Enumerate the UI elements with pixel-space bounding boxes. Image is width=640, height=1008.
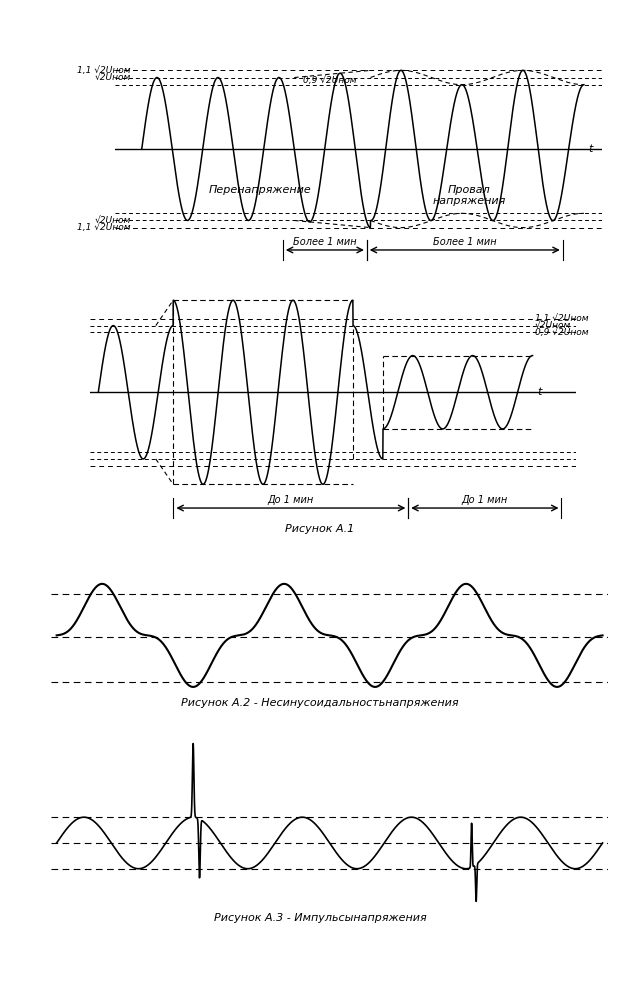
Text: Рисунок А.3 - Импульсынапряжения: Рисунок А.3 - Импульсынапряжения bbox=[214, 913, 426, 923]
Text: √2Uном: √2Uном bbox=[95, 216, 131, 225]
Text: 1,1 √2Uном: 1,1 √2Uном bbox=[77, 66, 131, 75]
Text: Рисунок А.2 - Несинусоидальностьнапряжения: Рисунок А.2 - Несинусоидальностьнапряжен… bbox=[181, 698, 459, 708]
Text: t: t bbox=[588, 144, 593, 154]
Text: √2Uном: √2Uном bbox=[535, 322, 571, 330]
Text: 0,9 √2Uном: 0,9 √2Uном bbox=[303, 76, 356, 85]
Text: Провал
напряжения: Провал напряжения bbox=[432, 184, 506, 207]
Text: √2Uном: √2Uном bbox=[95, 73, 131, 82]
Text: 1,1 √2Uном: 1,1 √2Uном bbox=[535, 314, 588, 324]
Text: 0,9 √2Uном: 0,9 √2Uном bbox=[535, 328, 588, 337]
Text: Более 1 мин: Более 1 мин bbox=[293, 237, 356, 247]
Text: До 1 мин: До 1 мин bbox=[268, 495, 314, 505]
Text: 1,1 √2Uном: 1,1 √2Uном bbox=[77, 223, 131, 232]
Text: Более 1 мин: Более 1 мин bbox=[433, 237, 497, 247]
Text: Перенапряжение: Перенапряжение bbox=[209, 184, 311, 195]
Text: Рисунок А.1: Рисунок А.1 bbox=[285, 524, 355, 534]
Text: До 1 мин: До 1 мин bbox=[461, 495, 508, 505]
Text: t: t bbox=[537, 387, 541, 397]
